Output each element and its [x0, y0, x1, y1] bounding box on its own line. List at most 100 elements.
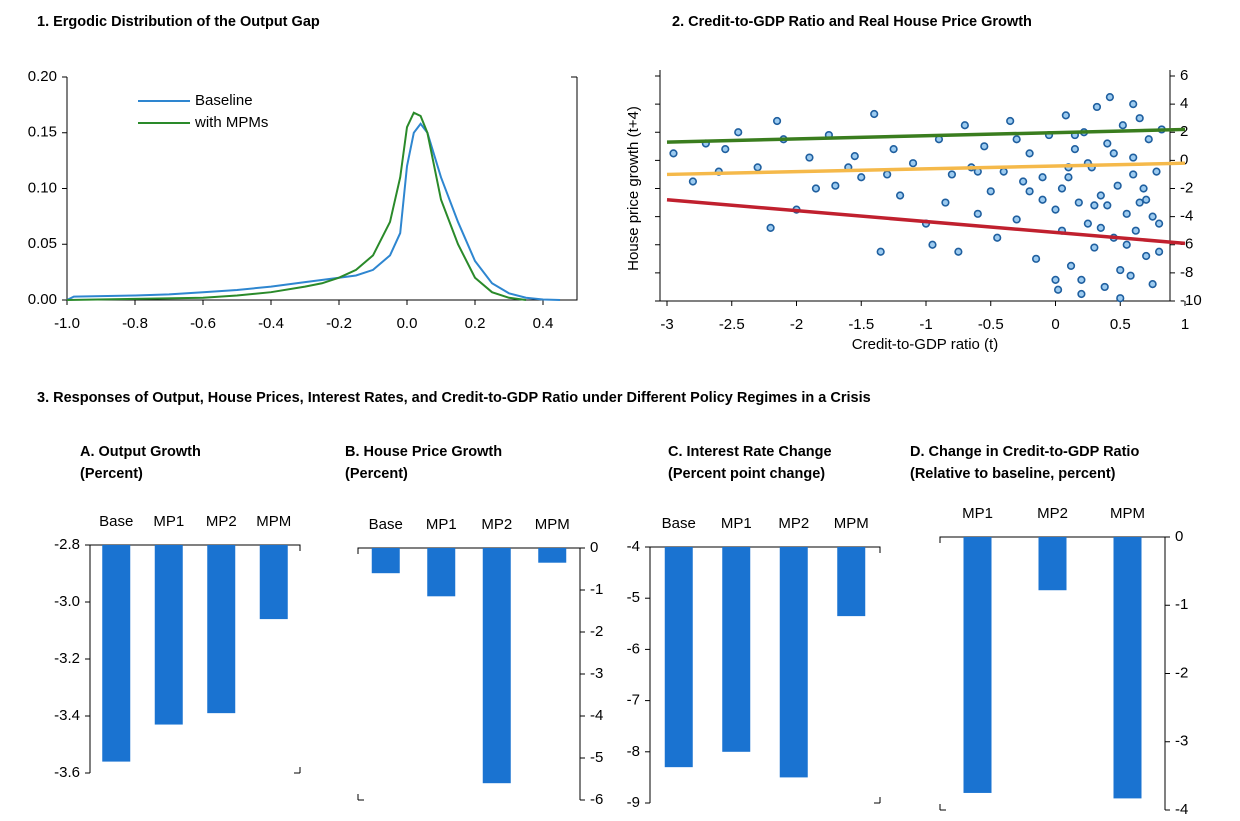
line-series — [66, 122, 561, 301]
bar — [837, 547, 866, 617]
scatter-point — [1148, 280, 1157, 289]
scatter-point — [1090, 201, 1099, 210]
y-tick-label: -3.6 — [54, 764, 80, 781]
scatter-point — [1148, 212, 1157, 221]
bar — [722, 547, 751, 752]
scatter-point — [1152, 167, 1161, 176]
scatter-point — [1092, 102, 1102, 112]
category-label: MP1 — [426, 516, 457, 533]
scatter-point — [1031, 254, 1041, 263]
category-label: MPM — [1110, 505, 1145, 522]
scatter-point — [1064, 173, 1073, 182]
x-axis-label: Credit-to-GDP ratio (t) — [852, 336, 998, 353]
chart-title: D. Change in Credit-to-GDP Ratio — [910, 444, 1139, 460]
scatter-point — [1116, 265, 1125, 275]
x-tick-label: -2 — [790, 316, 803, 333]
scatter-point — [973, 209, 982, 218]
scatter-point — [1144, 135, 1153, 144]
scatter-point — [941, 198, 950, 207]
scatter-point — [1019, 177, 1028, 186]
scatter-point — [1025, 149, 1034, 158]
chart-title: 1. Ergodic Distribution of the Output Ga… — [37, 14, 320, 30]
scatter-point — [772, 116, 782, 126]
category-label: MP2 — [481, 516, 512, 533]
fit-line — [666, 198, 1186, 246]
bar — [664, 547, 693, 768]
bar — [538, 548, 567, 563]
bar — [207, 545, 236, 714]
scatter-point — [1057, 184, 1067, 193]
y-tick-label: -3.4 — [54, 707, 80, 724]
y-tick-label: -9 — [627, 794, 640, 811]
chart-subtitle: (Percent) — [345, 466, 408, 482]
scatter-point — [947, 170, 957, 179]
scatter-point — [960, 121, 969, 130]
scatter-point — [1109, 149, 1118, 158]
y-tick-label: -5 — [590, 749, 603, 766]
y-tick-label: -10 — [1180, 292, 1202, 309]
scatter-point — [999, 167, 1008, 176]
chart-subtitle: (Percent point change) — [668, 466, 825, 482]
scatter-point — [1142, 251, 1151, 261]
axes — [66, 77, 578, 301]
scatter-point — [669, 149, 678, 158]
scatter-point — [1135, 198, 1144, 207]
y-tick-label: -6 — [590, 791, 603, 808]
y-tick-label: -5 — [627, 589, 640, 606]
y-tick-label: 0.20 — [28, 68, 57, 85]
scatter-point — [954, 247, 963, 256]
scatter-point — [1131, 226, 1140, 235]
category-label: MPM — [535, 516, 570, 533]
scatter-point — [993, 233, 1002, 242]
scatter-point — [1012, 215, 1021, 224]
axes — [649, 546, 881, 803]
scatter-point — [986, 187, 995, 196]
scatter-point — [766, 223, 775, 232]
scatter-point — [1061, 111, 1070, 120]
y-tick-label: -3 — [1175, 733, 1188, 750]
scatter-point — [1090, 243, 1099, 252]
chart-title: 2. Credit-to-GDP Ratio and Real House Pr… — [672, 14, 1032, 30]
scatter-point — [1105, 92, 1114, 102]
scatter-point — [857, 173, 866, 182]
legend-label: with MPMs — [194, 114, 268, 131]
scatter-point — [1122, 240, 1131, 249]
scatter-point — [870, 109, 879, 119]
chart-subtitle: (Percent) — [80, 466, 143, 482]
bar — [259, 545, 288, 620]
x-tick-label: -0.4 — [258, 315, 284, 332]
y-tick-label: -4 — [1175, 801, 1188, 818]
scatter-point — [1100, 282, 1109, 292]
x-tick-label: 0.0 — [397, 315, 418, 332]
x-tick-label: 1 — [1181, 316, 1189, 333]
scatter-point — [895, 191, 905, 200]
x-tick-label: -2.5 — [719, 316, 745, 333]
scatter-point — [1139, 184, 1148, 193]
scatter-point — [1122, 209, 1131, 218]
category-label: Base — [369, 516, 403, 533]
category-label: Base — [99, 513, 133, 530]
bar — [1113, 537, 1142, 799]
y-tick-label: -1 — [1175, 596, 1188, 613]
y-tick-label: 0 — [590, 539, 598, 556]
axes — [357, 547, 581, 800]
scatter-point — [1126, 271, 1135, 280]
scatter-point — [831, 181, 840, 190]
scatter-point — [1103, 139, 1112, 148]
y-tick-label: 0.15 — [28, 124, 57, 141]
fit-line — [666, 161, 1186, 177]
category-label: MPM — [834, 515, 869, 532]
scatter-point — [889, 145, 898, 154]
line-series — [66, 111, 527, 301]
bar — [371, 548, 400, 574]
y-tick-label: -8 — [627, 743, 640, 760]
scatter-point — [753, 163, 762, 172]
scatter-point — [1038, 195, 1047, 204]
chart-subtitle: (Relative to baseline, percent) — [910, 466, 1116, 482]
x-tick-label: 0 — [1051, 316, 1059, 333]
category-label: MP2 — [1037, 505, 1068, 522]
scatter-point — [1113, 181, 1122, 190]
x-tick-label: -1.5 — [848, 316, 874, 333]
y-tick-label: -7 — [627, 692, 640, 709]
